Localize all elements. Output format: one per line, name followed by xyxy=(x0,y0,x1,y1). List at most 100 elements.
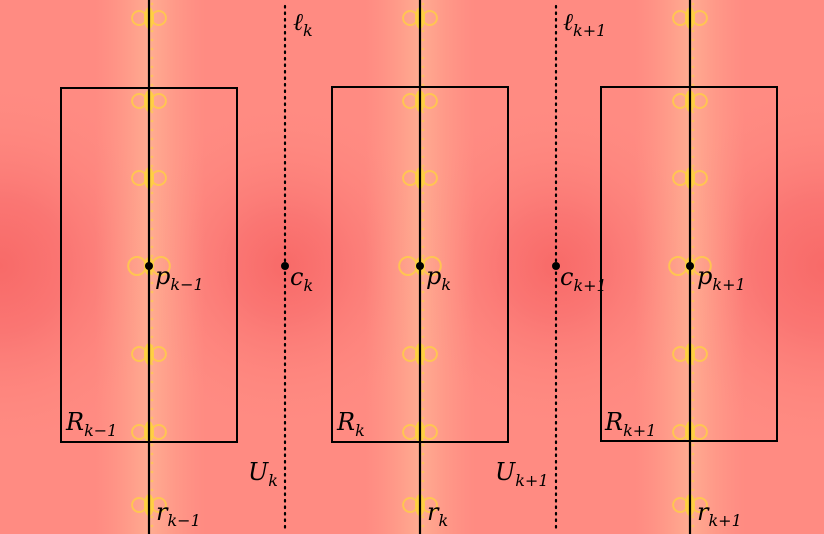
fractal-dust xyxy=(691,344,695,348)
fractal-dust xyxy=(150,227,154,231)
fractal-dust xyxy=(421,443,425,447)
fractal-dust xyxy=(691,218,695,222)
fractal-dust xyxy=(150,290,154,294)
fractal-dust xyxy=(691,362,695,366)
fractal-dust xyxy=(421,128,425,132)
fractal-dust xyxy=(421,110,425,114)
fractal-dust xyxy=(691,20,695,24)
fractal-dust xyxy=(691,110,695,114)
fractal-dust xyxy=(421,119,425,123)
fractal-dust xyxy=(691,470,695,474)
fractal-dust xyxy=(421,425,425,429)
fractal-dust xyxy=(421,245,425,249)
label-R-km1: Rk−1 xyxy=(65,408,117,440)
fractal-dust xyxy=(691,56,695,60)
fractal-dust xyxy=(691,290,695,294)
fractal-dust xyxy=(691,83,695,87)
fractal-dust xyxy=(150,146,154,150)
fractal-dust xyxy=(150,200,154,204)
fractal-dust xyxy=(691,281,695,285)
fractal-dust xyxy=(150,254,154,258)
fractal-dust xyxy=(150,155,154,159)
fractal-dust xyxy=(691,335,695,339)
label-c-k: ck xyxy=(290,263,313,295)
fractal-dust xyxy=(691,182,695,186)
label-U-k1: Uk+1 xyxy=(495,458,549,490)
fractal-dust xyxy=(150,110,154,114)
fractal-dust xyxy=(150,497,154,501)
fractal-dust xyxy=(691,11,695,15)
fractal-dust xyxy=(150,524,154,528)
fractal-dust xyxy=(150,128,154,132)
fractal-dust xyxy=(150,470,154,474)
fractal-dust xyxy=(150,209,154,213)
fractal-dust xyxy=(421,182,425,186)
fractal-dust xyxy=(150,461,154,465)
fractal-dust xyxy=(421,398,425,402)
fractal-dust xyxy=(691,2,695,6)
label-U-k: Uk xyxy=(248,458,278,490)
fractal-dust xyxy=(421,191,425,195)
fractal-dust xyxy=(150,425,154,429)
fractal-dust xyxy=(421,155,425,159)
fractal-dust xyxy=(150,380,154,384)
fractal-dust xyxy=(421,254,425,258)
fractal-dust xyxy=(150,137,154,141)
fractal-dust xyxy=(150,371,154,375)
fractal-dust xyxy=(691,461,695,465)
fractal-dust xyxy=(421,38,425,42)
fractal-dust xyxy=(150,362,154,366)
fractal-dust xyxy=(421,290,425,294)
fractal-dust xyxy=(150,11,154,15)
fractal-dust xyxy=(150,245,154,249)
fractal-dust xyxy=(150,119,154,123)
fractal-dust xyxy=(421,470,425,474)
point-c-k1 xyxy=(552,262,560,270)
fractal-dust xyxy=(150,344,154,348)
fractal-dust xyxy=(691,524,695,528)
fractal-dust xyxy=(421,281,425,285)
fractal-dust xyxy=(421,173,425,177)
fractal-dust xyxy=(421,92,425,96)
fractal-dust xyxy=(150,308,154,312)
fractal-dust xyxy=(421,65,425,69)
fractal-dust xyxy=(691,452,695,456)
fractal-dust xyxy=(691,272,695,276)
fractal-dust xyxy=(421,101,425,105)
fractal-dust xyxy=(150,218,154,222)
fractal-dust xyxy=(421,227,425,231)
label-R-k: Rk xyxy=(336,408,365,440)
label-l-k: ℓk xyxy=(293,8,313,40)
fractal-dust xyxy=(691,317,695,321)
fractal-dust xyxy=(691,407,695,411)
fractal-dust xyxy=(150,479,154,483)
fractal-dust xyxy=(691,254,695,258)
point-p-k1 xyxy=(686,262,694,270)
fractal-dust xyxy=(150,38,154,42)
fractal-dust xyxy=(150,272,154,276)
fractal-decorations xyxy=(127,2,712,528)
fractal-dust xyxy=(421,137,425,141)
fractal-dust xyxy=(150,353,154,357)
fractal-dust xyxy=(150,29,154,33)
fractal-dust xyxy=(691,425,695,429)
fractal-dust xyxy=(150,335,154,339)
fractal-dust xyxy=(150,47,154,51)
fractal-dust xyxy=(691,191,695,195)
label-l-k1: ℓk+1 xyxy=(563,8,606,40)
fractal-dust xyxy=(150,236,154,240)
fractal-dust xyxy=(421,479,425,483)
fractal-dust xyxy=(691,38,695,42)
fractal-dust xyxy=(691,119,695,123)
fractal-dust xyxy=(421,200,425,204)
fractal-dust xyxy=(691,92,695,96)
fractal-dust xyxy=(691,137,695,141)
fractal-dust xyxy=(691,236,695,240)
fractal-dust xyxy=(691,488,695,492)
fractal-dust xyxy=(421,434,425,438)
fractal-dust xyxy=(691,74,695,78)
fractal-dust xyxy=(150,488,154,492)
fractal-dust xyxy=(150,182,154,186)
fractal-dust xyxy=(150,20,154,24)
